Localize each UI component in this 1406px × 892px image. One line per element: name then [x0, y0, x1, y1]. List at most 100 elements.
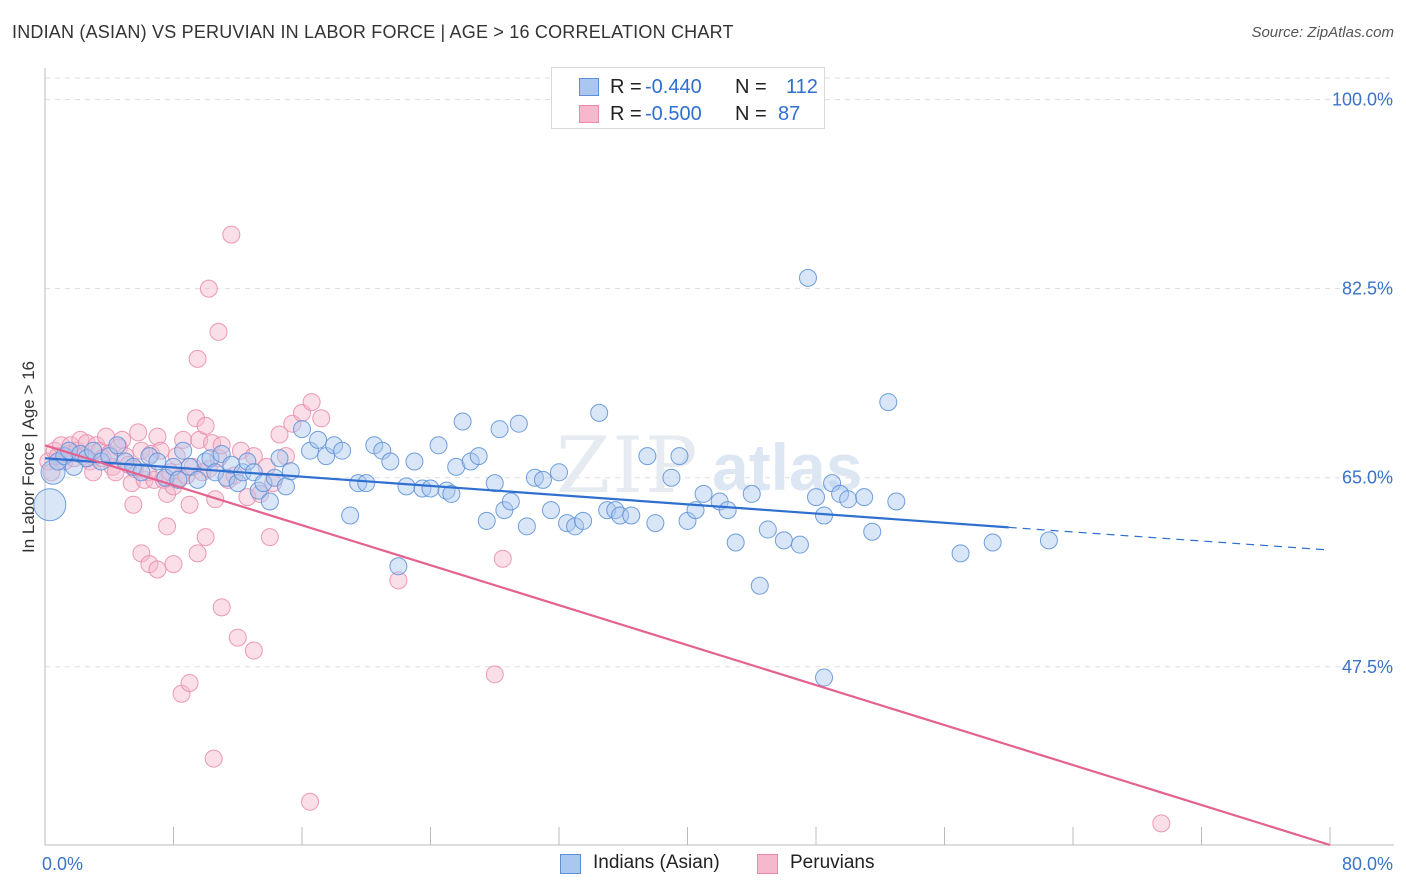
data-point — [270, 449, 289, 468]
data-point — [493, 549, 512, 568]
data-point — [228, 474, 247, 493]
data-point — [541, 501, 560, 520]
data-point — [42, 463, 61, 482]
chart-title: INDIAN (ASIAN) VS PERUVIAN IN LABOR FORC… — [12, 22, 734, 42]
n-value: 112 — [786, 75, 818, 98]
y-axis-label: In Labor Force | Age > 16 — [19, 361, 38, 553]
y-tick-label: 100.0% — [1332, 90, 1393, 110]
data-point — [670, 447, 689, 466]
data-point — [638, 447, 657, 466]
data-point — [309, 430, 328, 449]
r-label: R = — [610, 75, 642, 98]
data-point — [270, 425, 289, 444]
data-point — [201, 449, 220, 468]
data-point — [148, 560, 167, 579]
data-point — [293, 420, 311, 439]
y-tick-label: 82.5% — [1342, 279, 1393, 299]
x-tick-label-max: 80.0% — [1342, 854, 1393, 874]
data-point — [951, 544, 970, 563]
data-point — [199, 279, 218, 298]
n-label: N = — [735, 102, 767, 125]
data-point — [341, 506, 360, 525]
y-tick-label: 47.5% — [1342, 657, 1393, 677]
data-point — [790, 535, 809, 554]
axes — [44, 68, 1394, 846]
data-point — [469, 447, 488, 466]
data-point — [622, 506, 641, 525]
data-point — [158, 484, 177, 503]
trend-line-indians-extrapolated — [1008, 526, 1331, 551]
data-point — [124, 495, 143, 514]
data-point — [260, 528, 279, 547]
data-point — [302, 393, 321, 412]
legend-swatch-pink — [579, 105, 599, 123]
y-tick-label: 65.0% — [1342, 468, 1393, 488]
grid-lines — [45, 77, 1390, 668]
trend-lines — [44, 444, 1331, 847]
data-point — [646, 514, 665, 533]
data-point — [726, 533, 745, 552]
data-point — [108, 436, 127, 455]
data-point — [238, 452, 257, 471]
data-point — [222, 225, 241, 244]
data-point — [758, 520, 777, 539]
data-point — [501, 492, 520, 511]
data-point — [276, 477, 295, 496]
legend-label: Indians (Asian) — [593, 852, 720, 873]
data-point — [606, 501, 625, 520]
data-point — [180, 457, 199, 476]
data-point — [174, 441, 193, 460]
x-tick-label-min: 0.0% — [42, 854, 83, 874]
data-point — [774, 531, 793, 550]
data-point — [718, 501, 737, 520]
data-point — [174, 430, 193, 449]
data-point — [196, 416, 215, 435]
data-point — [855, 488, 874, 507]
data-point — [405, 452, 424, 471]
data-point — [550, 463, 568, 482]
tick-labels: 47.5% 65.0% 82.5% 100.0% 0.0% 80.0% — [42, 90, 1393, 874]
data-point — [40, 459, 66, 485]
data-point — [517, 517, 536, 536]
data-point — [180, 495, 199, 514]
trend-line-peruvians — [44, 444, 1331, 847]
data-point — [381, 452, 400, 471]
data-point — [815, 668, 834, 687]
data-point — [533, 470, 552, 489]
data-point — [798, 268, 817, 287]
data-point — [169, 470, 188, 489]
data-point — [301, 792, 320, 811]
data-point — [453, 412, 472, 431]
data-point — [863, 522, 882, 541]
data-point — [204, 749, 223, 768]
data-point — [1152, 814, 1171, 833]
data-point — [357, 474, 376, 493]
data-point — [333, 441, 352, 460]
legend-swatch-blue — [560, 854, 581, 874]
data-point — [206, 463, 225, 482]
data-point — [590, 403, 609, 422]
data-point — [180, 673, 199, 692]
n-label: N = — [735, 75, 767, 98]
data-point — [148, 427, 167, 446]
data-point — [212, 598, 231, 617]
data-point — [509, 414, 528, 433]
data-point — [389, 571, 408, 590]
data-point — [151, 441, 170, 460]
data-point — [209, 322, 228, 341]
data-point — [421, 479, 440, 498]
data-point — [477, 511, 496, 530]
data-point — [244, 641, 263, 660]
data-point — [694, 484, 713, 503]
data-point — [485, 665, 504, 684]
data-point — [158, 517, 177, 536]
data-point — [983, 533, 1002, 552]
data-point — [429, 436, 448, 455]
correlation-legend: R = -0.440 N = 112 R = -0.500 N = 87 — [551, 67, 825, 129]
legend-swatch-blue — [579, 78, 599, 96]
n-value: 87 — [778, 102, 801, 125]
data-point — [490, 420, 509, 439]
r-value: -0.500 — [645, 102, 702, 125]
data-point — [188, 470, 207, 489]
